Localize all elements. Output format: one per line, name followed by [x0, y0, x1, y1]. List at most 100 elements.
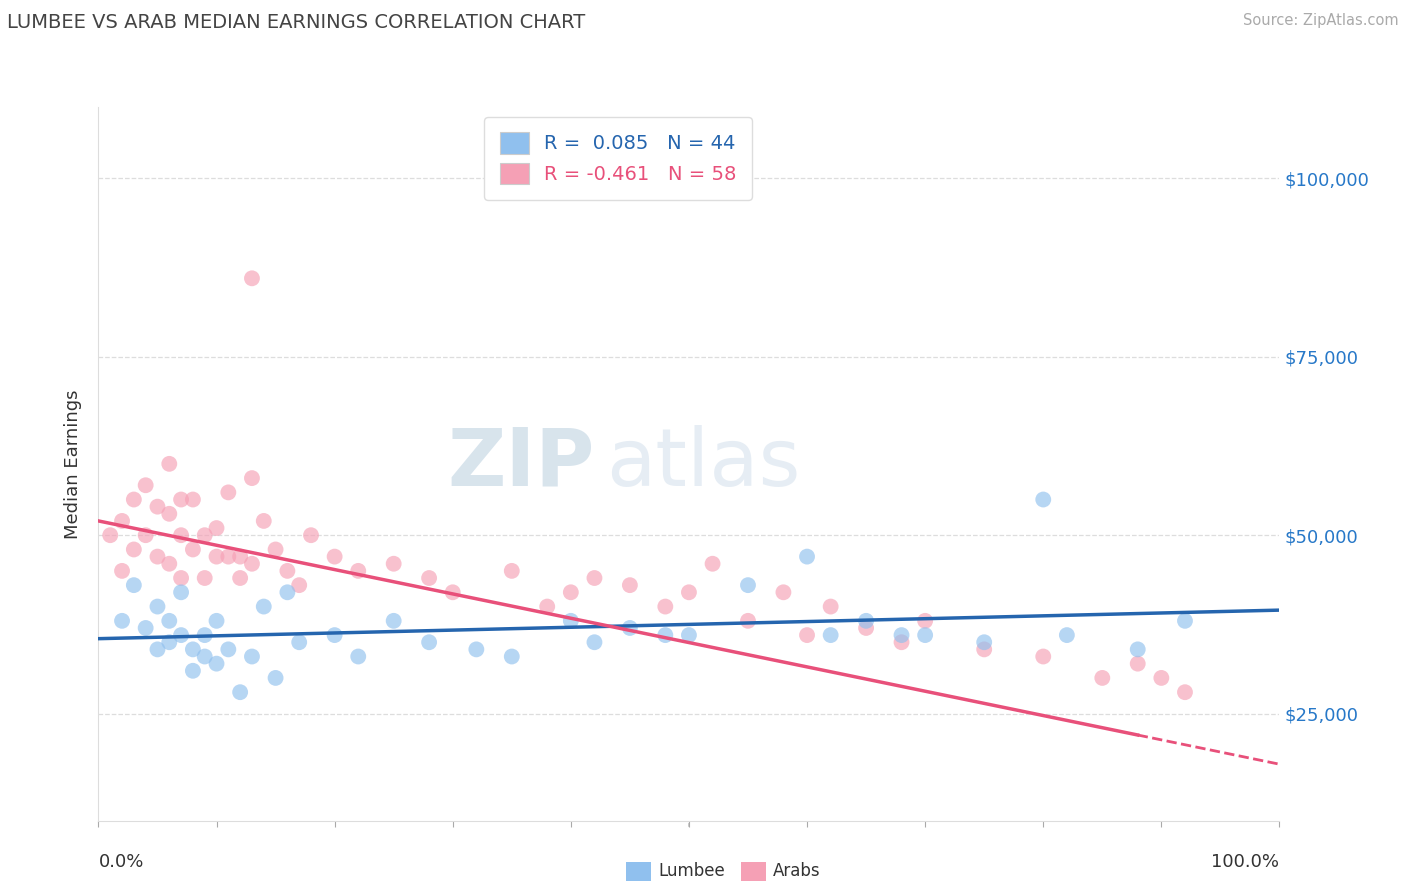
- Point: [229, 571, 252, 585]
- Point: [1150, 671, 1173, 685]
- Point: [583, 635, 606, 649]
- Point: [181, 542, 204, 557]
- Point: [146, 549, 169, 564]
- Text: Arabs: Arabs: [773, 863, 821, 880]
- Point: [772, 585, 794, 599]
- Point: [217, 485, 239, 500]
- Point: [146, 599, 169, 614]
- Point: [205, 614, 228, 628]
- Point: [157, 457, 180, 471]
- Point: [1091, 671, 1114, 685]
- Point: [194, 571, 217, 585]
- Point: [678, 585, 700, 599]
- Point: [122, 578, 145, 592]
- Text: ZIP: ZIP: [447, 425, 595, 503]
- Point: [217, 549, 239, 564]
- Point: [973, 635, 995, 649]
- Point: [619, 578, 641, 592]
- Point: [855, 621, 877, 635]
- Point: [111, 564, 134, 578]
- Text: 100.0%: 100.0%: [1212, 853, 1279, 871]
- Point: [536, 599, 558, 614]
- Point: [1174, 614, 1197, 628]
- Point: [1126, 642, 1149, 657]
- Point: [253, 599, 276, 614]
- Point: [583, 571, 606, 585]
- Point: [229, 549, 252, 564]
- Point: [111, 614, 134, 628]
- Point: [181, 642, 204, 657]
- Point: [465, 642, 488, 657]
- Point: [146, 500, 169, 514]
- Point: [122, 542, 145, 557]
- Point: [181, 664, 204, 678]
- Point: [382, 614, 405, 628]
- Point: [194, 649, 217, 664]
- Point: [98, 528, 121, 542]
- Point: [240, 649, 263, 664]
- Point: [170, 585, 193, 599]
- Point: [914, 628, 936, 642]
- Point: [299, 528, 322, 542]
- Text: Source: ZipAtlas.com: Source: ZipAtlas.com: [1243, 13, 1399, 29]
- Point: [111, 514, 134, 528]
- Point: [194, 628, 217, 642]
- Point: [1032, 492, 1054, 507]
- Point: [135, 621, 157, 635]
- Point: [1032, 649, 1054, 664]
- Point: [560, 614, 582, 628]
- Point: [157, 614, 180, 628]
- Point: [181, 492, 204, 507]
- Point: [890, 628, 912, 642]
- Point: [135, 528, 157, 542]
- Point: [205, 521, 228, 535]
- Point: [122, 492, 145, 507]
- Text: atlas: atlas: [606, 425, 800, 503]
- Point: [796, 628, 818, 642]
- Point: [914, 614, 936, 628]
- Point: [240, 271, 263, 285]
- Point: [619, 621, 641, 635]
- Point: [820, 628, 842, 642]
- Text: Lumbee: Lumbee: [658, 863, 724, 880]
- Text: LUMBEE VS ARAB MEDIAN EARNINGS CORRELATION CHART: LUMBEE VS ARAB MEDIAN EARNINGS CORRELATI…: [7, 13, 585, 32]
- Point: [157, 507, 180, 521]
- Point: [170, 492, 193, 507]
- Point: [170, 528, 193, 542]
- Point: [737, 578, 759, 592]
- Point: [323, 628, 346, 642]
- Point: [288, 635, 311, 649]
- Point: [501, 649, 523, 664]
- Point: [441, 585, 464, 599]
- Point: [678, 628, 700, 642]
- Point: [276, 585, 298, 599]
- Point: [157, 635, 180, 649]
- Point: [157, 557, 180, 571]
- Point: [205, 549, 228, 564]
- Point: [229, 685, 252, 699]
- Point: [654, 628, 676, 642]
- Point: [347, 564, 370, 578]
- Point: [382, 557, 405, 571]
- Point: [654, 599, 676, 614]
- Point: [737, 614, 759, 628]
- Point: [240, 557, 263, 571]
- Point: [820, 599, 842, 614]
- Point: [796, 549, 818, 564]
- Point: [264, 671, 287, 685]
- Point: [323, 549, 346, 564]
- Point: [855, 614, 877, 628]
- Point: [418, 635, 440, 649]
- Point: [194, 528, 217, 542]
- Y-axis label: Median Earnings: Median Earnings: [65, 389, 83, 539]
- Legend: R =  0.085   N = 44, R = -0.461   N = 58: R = 0.085 N = 44, R = -0.461 N = 58: [484, 117, 752, 200]
- Point: [702, 557, 724, 571]
- Point: [1056, 628, 1078, 642]
- Point: [170, 571, 193, 585]
- Point: [253, 514, 276, 528]
- Point: [264, 542, 287, 557]
- Point: [170, 628, 193, 642]
- Point: [240, 471, 263, 485]
- Point: [501, 564, 523, 578]
- Point: [418, 571, 440, 585]
